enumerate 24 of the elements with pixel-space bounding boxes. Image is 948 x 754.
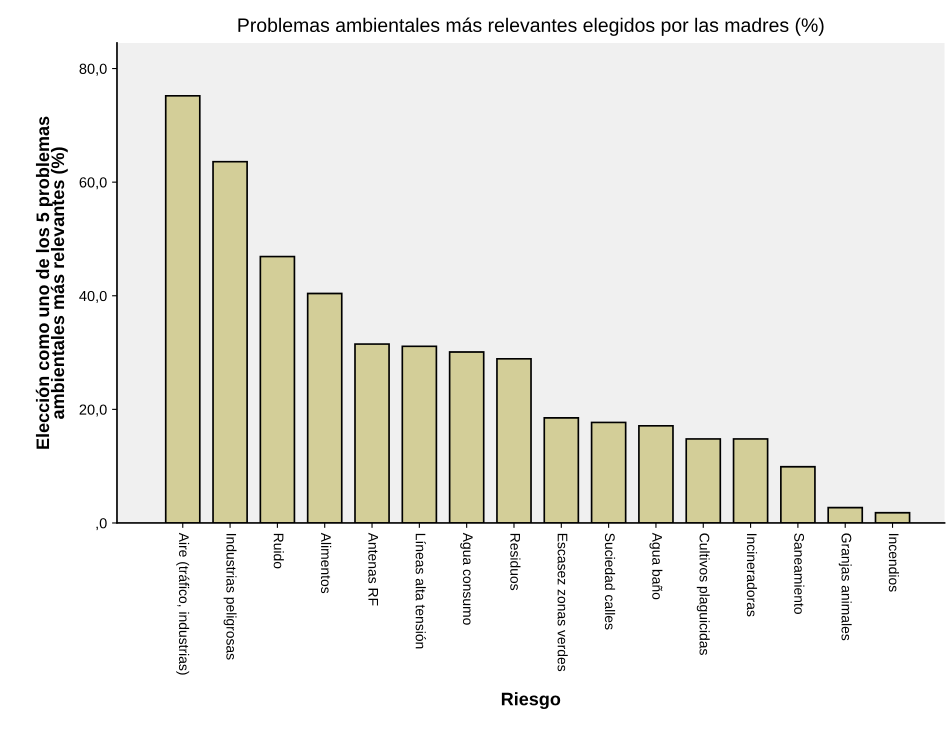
x-tick-label: Alimentos [320, 532, 332, 594]
y-tick-label: ,0 [96, 518, 107, 530]
y-axis-title: Elección como uno de los 5 problemas ambientales más relevantes (%) [36, 116, 68, 449]
y-tick-label: 80,0 [80, 64, 107, 76]
x-tick-label: Antenas RF [368, 532, 378, 606]
x-tick-label: Industrias peligrosas [224, 534, 237, 660]
x-tick-label: Escasez zonas verdes [558, 534, 568, 672]
x-axis-title: Riesgo [502, 692, 560, 710]
x-tick-label: Agua consumo [460, 532, 473, 625]
x-tick-label: Residuos [510, 534, 520, 590]
y-tick-label: 40,0 [79, 290, 107, 303]
x-tick-label: Cultivos plaguicidas [696, 533, 710, 655]
x-tick-label: Ruido [274, 534, 284, 568]
chart-title: Problemas ambientales más relevantes elegidos por las madres (%) [238, 18, 824, 36]
x-tick-label: Granjas animales [838, 533, 852, 640]
x-tick-label: Aire (tráfico, industrias) [176, 532, 190, 675]
x-tick-label: Saneamiento [794, 533, 804, 614]
x-tick-label: Agua baño [649, 532, 662, 600]
x-tick-label: Incendios [888, 534, 900, 592]
y-tick-label: 60,0 [80, 177, 107, 190]
x-tick-label: Líneas alta tensión [416, 534, 426, 648]
x-tick-label: Suciedad calles [604, 533, 616, 630]
x-tick-label: Incineradoras [746, 534, 758, 616]
y-tick-label: 20,0 [80, 404, 107, 417]
